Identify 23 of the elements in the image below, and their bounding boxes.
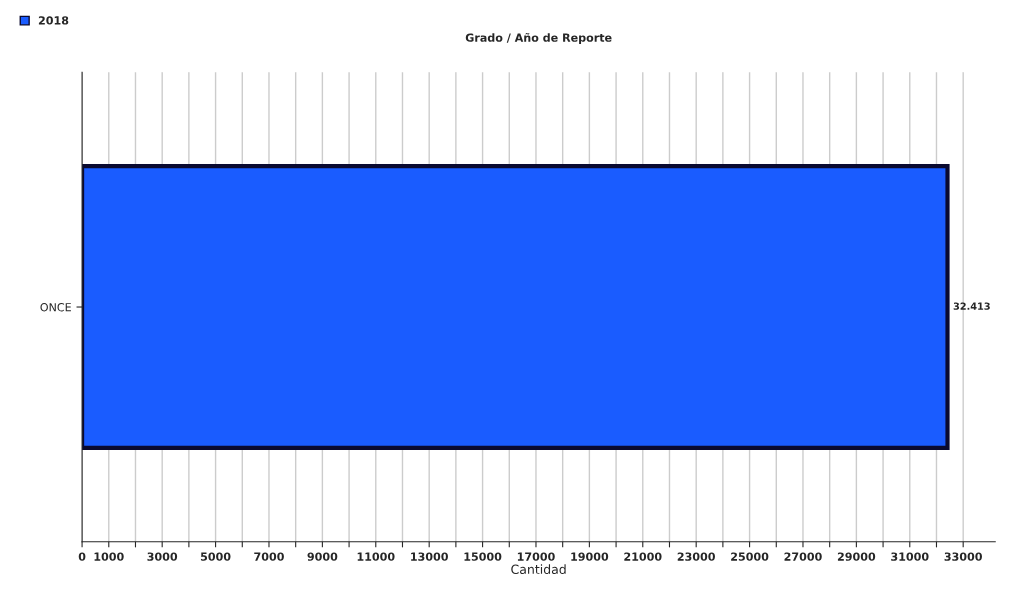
x-tick-label: 13000	[411, 552, 448, 561]
x-tick-label: 31000	[891, 552, 929, 561]
x-tick-label: 7000	[254, 552, 284, 561]
data-label: 32.413	[953, 302, 990, 310]
x-tick-label: 3000	[147, 552, 178, 561]
x-tick-label: 5000	[200, 552, 231, 561]
x-tick-label: 0	[78, 552, 86, 561]
x-tick-label: 21000	[624, 552, 662, 561]
x-tick-label: 15000	[464, 552, 502, 561]
x-tick-label: 29000	[837, 552, 876, 561]
x-tick-label: 17000	[517, 552, 555, 561]
x-tick-label: 25000	[731, 552, 769, 561]
y-tick-label: ONCE	[40, 302, 71, 312]
chart-title: Grado / Año de Reporte	[465, 33, 612, 44]
x-tick-label: 9000	[307, 552, 338, 561]
x-tick-label: 33000	[944, 552, 982, 561]
x-tick-label: 23000	[677, 552, 715, 561]
x-tick-label: 19000	[571, 552, 609, 561]
x-tick-label: 11000	[357, 552, 395, 561]
x-tick-label: 27000	[784, 552, 822, 561]
x-axis-title: Cantidad	[511, 564, 566, 575]
legend-label: 2018	[38, 16, 69, 25]
x-tick-label: 1000	[94, 552, 124, 561]
